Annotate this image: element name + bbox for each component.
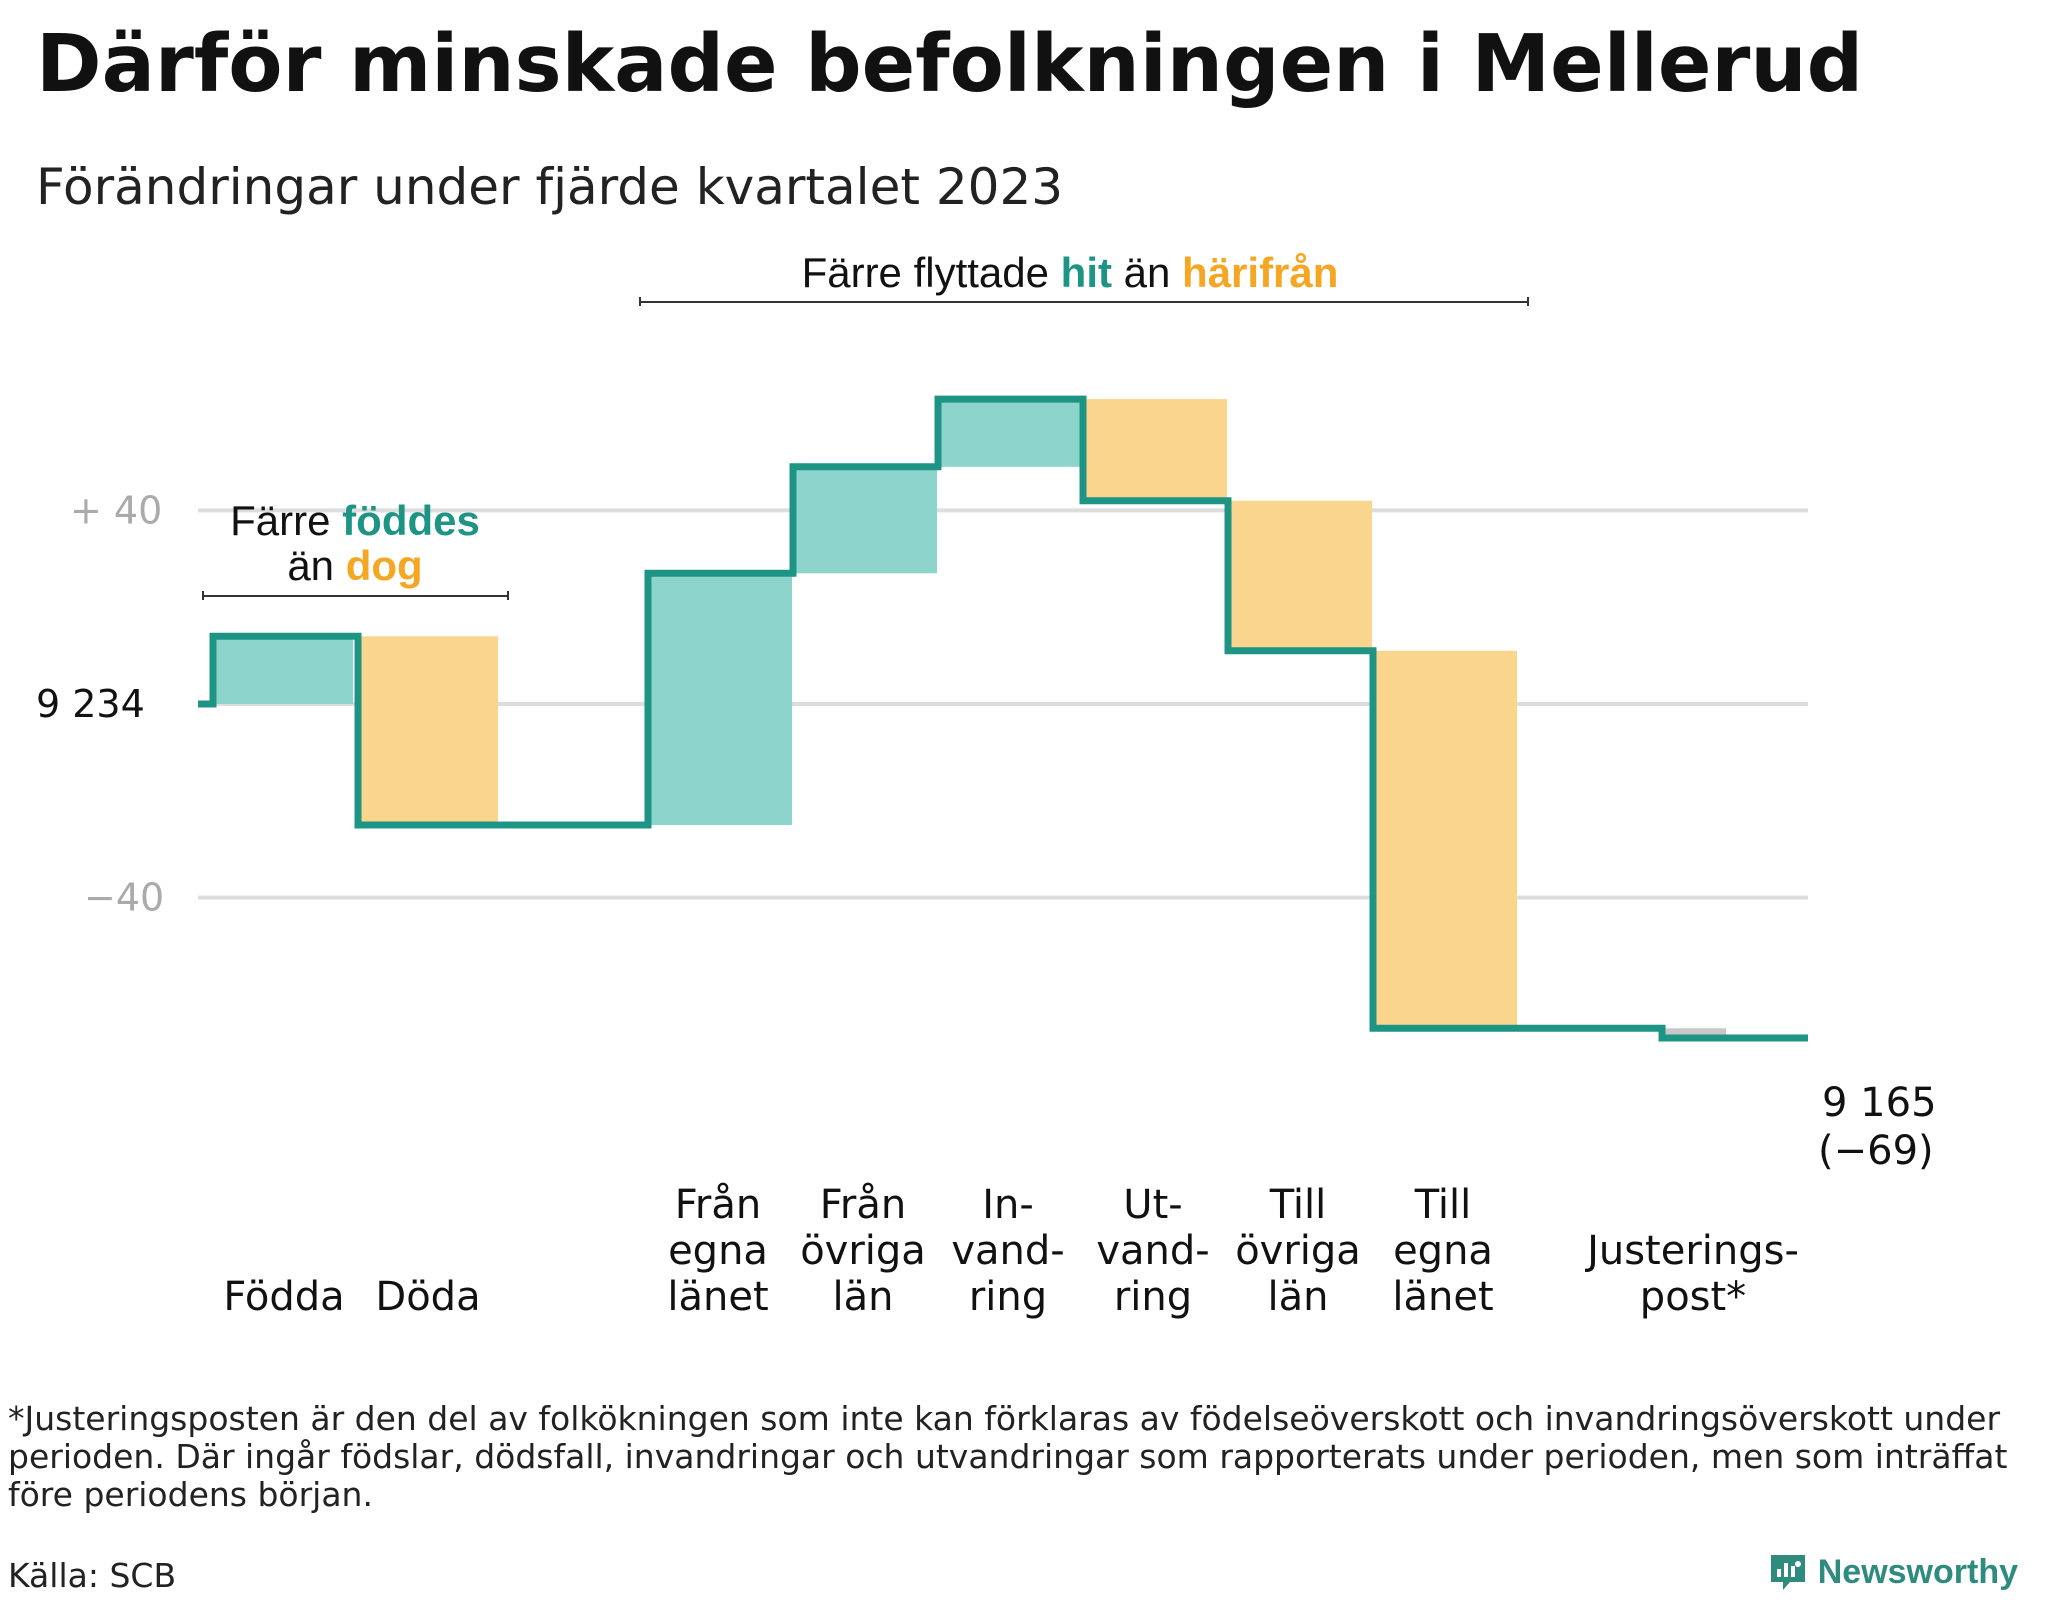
- chart-subtitle: Förändringar under fjärde kvartalet 2023: [36, 158, 1064, 216]
- x-tick-label: länet: [667, 1274, 768, 1320]
- y-tick-label: −40: [84, 876, 164, 920]
- migration-annotation: Färre flyttade hit än härifrån: [802, 249, 1339, 296]
- x-tick-label: vand-: [951, 1228, 1064, 1274]
- x-tick-label: ring: [1114, 1274, 1192, 1320]
- x-tick-label: övriga: [800, 1228, 926, 1274]
- bar-från-egna-länet: [648, 573, 792, 825]
- births-annotation-highlight-1: föddes: [342, 497, 480, 544]
- y-tick-label: + 40: [70, 488, 162, 532]
- waterfall-chart: + 40 9 234 −40 Färre föddes än dog Färre f…: [36, 249, 1937, 1320]
- x-tick-label: ring: [969, 1274, 1047, 1320]
- end-change-label: (−69): [1818, 1128, 1934, 1174]
- migration-annotation-highlight-2: härifrån: [1182, 249, 1338, 296]
- births-annotation-line1: Färre föddes: [230, 497, 480, 544]
- migration-annotation-text-2: än: [1112, 249, 1182, 296]
- newsworthy-logo-icon: [1770, 1555, 1805, 1590]
- migration-annotation-highlight-1: hit: [1061, 249, 1112, 296]
- end-value-label: 9 165: [1822, 1080, 1937, 1126]
- x-tick-label: Från: [675, 1182, 761, 1228]
- bar-från-övriga-län: [793, 466, 937, 574]
- bar-invandring: [938, 399, 1082, 467]
- x-tick-label: Justerings-: [1584, 1228, 1799, 1274]
- x-tick-label: Till: [1414, 1182, 1472, 1228]
- source-label: Källa: SCB: [8, 1556, 177, 1595]
- x-tick-label: egna: [1393, 1228, 1493, 1274]
- x-tick-label: Ut-: [1123, 1182, 1182, 1228]
- bar-födda: [213, 636, 353, 704]
- x-tick-label: Födda: [223, 1274, 344, 1320]
- x-tick-label: post*: [1640, 1274, 1746, 1320]
- x-tick-label: vand-: [1096, 1228, 1209, 1274]
- x-tick-label: In-: [982, 1182, 1034, 1228]
- x-tick-label: län: [833, 1274, 894, 1320]
- footnote: *Justeringsposten är den del av folkökni…: [8, 1399, 2008, 1514]
- x-tick-label: egna: [668, 1228, 768, 1274]
- migration-annotation-text-1: Färre flyttade: [802, 249, 1061, 296]
- births-annotation-text-2: än: [287, 542, 345, 589]
- births-annotation-highlight-2: dog: [346, 542, 423, 589]
- x-tick-label: län: [1268, 1274, 1329, 1320]
- bar-utvandring: [1083, 399, 1227, 501]
- newsworthy-logo: Newsworthy: [1768, 1552, 2018, 1592]
- births-annotation-text-1: Färre: [230, 497, 342, 544]
- newsworthy-logo-text: Newsworthy: [1817, 1552, 2018, 1591]
- chart-title: Därför minskade befolkningen i Mellerud: [36, 18, 1864, 110]
- x-tick-label: länet: [1392, 1274, 1493, 1320]
- x-tick-label: Från: [820, 1182, 906, 1228]
- population-step-line: [198, 395, 1808, 1042]
- y-tick-label: 9 234: [36, 682, 145, 726]
- x-tick-label: övriga: [1235, 1228, 1361, 1274]
- bar-till-egna-länet: [1373, 650, 1517, 1029]
- bar-justeringspost-: [1662, 1028, 1726, 1038]
- x-tick-label: Till: [1269, 1182, 1327, 1228]
- bar-till-övriga-län: [1228, 500, 1372, 651]
- births-annotation-line2: än dog: [287, 542, 422, 589]
- bar-döda: [358, 636, 498, 825]
- x-tick-label: Döda: [375, 1274, 480, 1320]
